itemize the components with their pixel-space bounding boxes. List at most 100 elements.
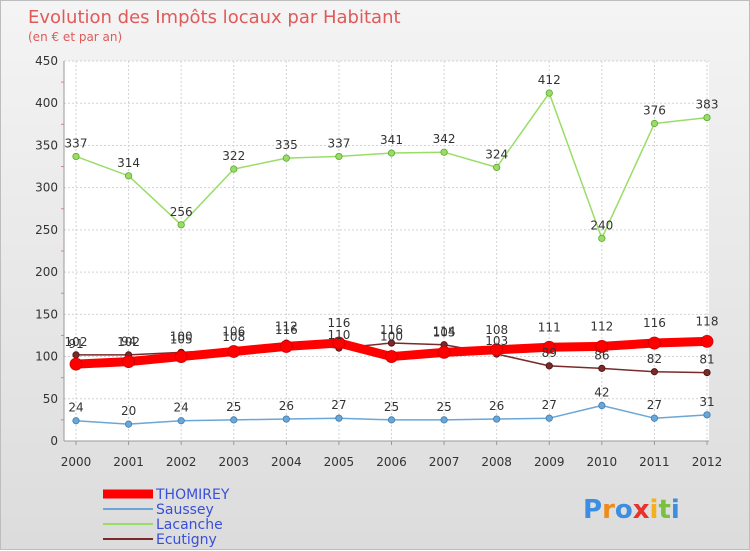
data-point-thomirey	[595, 340, 609, 353]
chart-title: Evolution des Impôts locaux par Habitant	[28, 7, 401, 28]
data-point-saussey	[650, 414, 659, 422]
data-point-ecutigny	[598, 364, 606, 372]
x-tick-label: 2005	[324, 455, 355, 469]
data-point-ecutigny	[703, 368, 711, 377]
data-point-lacanche	[598, 234, 606, 242]
data-point-lacanche	[387, 149, 396, 157]
data-point-saussey	[177, 417, 185, 425]
data-label-thomirey: 112	[275, 319, 298, 333]
data-label-ecutigny: 89	[542, 346, 557, 360]
data-point-lacanche	[335, 152, 343, 161]
y-tick-label: 300	[35, 181, 58, 195]
data-label-lacanche: 337	[327, 136, 350, 150]
grid	[64, 60, 709, 442]
data-point-saussey	[440, 416, 448, 424]
data-label-thomirey: 105	[433, 325, 456, 339]
data-point-thomirey	[648, 336, 661, 350]
data-point-lacanche	[124, 172, 133, 180]
x-tick-label: 2007	[429, 455, 460, 469]
proxiti-logo: Proxiti	[583, 495, 680, 525]
data-label-lacanche: 341	[380, 133, 403, 147]
data-point-saussey	[598, 401, 606, 410]
data-label-lacanche: 240	[590, 218, 613, 232]
labels-saussey: 24 20 24 25 26 27 25 25 26 27 42 27 31	[68, 386, 714, 419]
series-lacanche	[72, 89, 711, 242]
legend-label-thomirey: THOMIREY	[155, 487, 230, 503]
data-point-lacanche	[703, 113, 711, 122]
data-label-lacanche: 256	[170, 205, 193, 219]
x-tick-label: 2006	[376, 455, 407, 469]
data-point-thomirey	[437, 345, 451, 359]
data-point-ecutigny	[650, 368, 659, 376]
x-tick-label: 2001	[113, 455, 144, 469]
data-label-thomirey: 91	[68, 337, 83, 351]
data-point-thomirey	[700, 334, 714, 348]
data-point-thomirey	[542, 340, 556, 354]
data-label-lacanche: 335	[275, 138, 298, 152]
data-label-saussey: 25	[226, 400, 241, 414]
x-tick-label: 2000	[61, 455, 92, 469]
y-tick-label: 350	[35, 138, 58, 152]
data-point-saussey	[493, 415, 501, 423]
legend-label-ecutigny: Ecutigny	[156, 532, 217, 548]
data-point-lacanche	[650, 119, 659, 128]
data-label-lacanche: 342	[433, 132, 456, 146]
series-saussey	[72, 401, 711, 428]
data-point-ecutigny	[545, 362, 553, 370]
data-label-ecutigny: 86	[594, 348, 609, 362]
data-label-lacanche: 322	[222, 149, 245, 163]
y-tick-label: 100	[35, 350, 58, 364]
data-point-saussey	[282, 415, 290, 423]
data-label-ecutigny: 116	[380, 323, 403, 337]
data-label-saussey: 27	[331, 398, 346, 412]
data-label-ecutigny: 81	[699, 353, 714, 367]
data-point-thomirey	[174, 350, 188, 363]
axes: 0 50 100 150 200 250 300 350 400 450 2000 2001 2002 2…	[35, 54, 722, 469]
data-label-saussey: 20	[121, 404, 136, 418]
data-point-lacanche	[72, 152, 80, 161]
data-label-ecutigny: 108	[222, 330, 245, 344]
data-label-lacanche: 412	[538, 73, 561, 87]
data-point-lacanche	[545, 89, 553, 97]
legend-label-lacanche: Lacanche	[156, 517, 223, 533]
data-label-ecutigny: 116	[275, 323, 298, 337]
labels-lacanche: 337 314 256 322 335 337 341 342 324 412 240 376 383	[65, 73, 719, 232]
data-point-lacanche	[177, 221, 185, 229]
x-tick-label: 2008	[481, 455, 512, 469]
data-label-thomirey: 116	[643, 316, 666, 330]
data-label-thomirey: 116	[327, 316, 350, 330]
data-label-ecutigny: 103	[485, 334, 508, 348]
y-tick-label: 400	[35, 96, 58, 110]
data-label-thomirey: 106	[222, 324, 245, 338]
data-point-lacanche	[282, 154, 290, 162]
y-tick-label: 200	[35, 265, 58, 279]
data-label-thomirey: 112	[590, 319, 613, 333]
data-label-thomirey: 111	[538, 320, 561, 334]
data-point-ecutigny	[72, 351, 80, 359]
data-point-thomirey	[279, 340, 293, 353]
x-tick-label: 2009	[534, 455, 565, 469]
data-label-saussey: 25	[436, 400, 451, 414]
data-label-ecutigny: 82	[647, 352, 662, 366]
data-point-saussey	[230, 416, 238, 424]
data-label-saussey: 26	[279, 399, 294, 413]
data-label-thomirey: 100	[380, 330, 403, 344]
chart-subtitle: (en € et par an)	[28, 30, 122, 44]
data-point-thomirey	[122, 355, 135, 369]
data-label-lacanche: 314	[117, 156, 140, 170]
data-label-saussey: 27	[647, 398, 662, 412]
x-tick-label: 2010	[587, 455, 618, 469]
data-label-thomirey: 118	[696, 314, 719, 328]
y-tick-label: 250	[35, 223, 58, 237]
data-label-saussey: 25	[384, 400, 399, 414]
y-tick-label: 50	[43, 392, 58, 406]
data-label-ecutigny: 110	[327, 328, 350, 342]
data-point-saussey	[387, 416, 396, 424]
data-label-saussey: 27	[542, 398, 557, 412]
data-label-saussey: 24	[174, 401, 189, 415]
data-point-saussey	[703, 411, 711, 419]
data-label-ecutigny: 105	[170, 332, 193, 346]
